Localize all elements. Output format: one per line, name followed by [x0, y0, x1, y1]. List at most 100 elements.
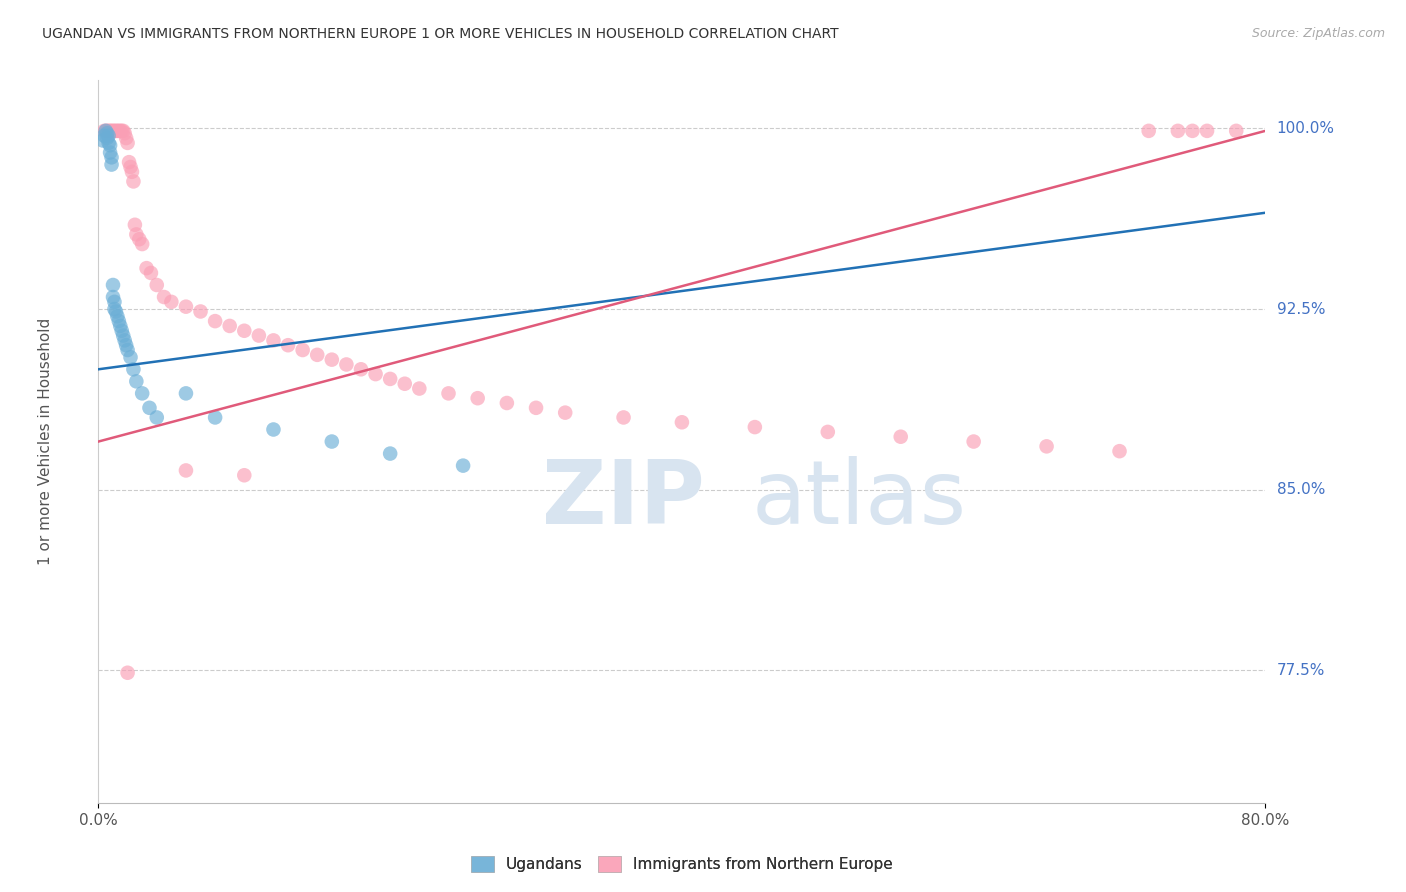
Point: [364, 367, 387, 381]
Point: [101, 277, 124, 292]
Point: [139, 266, 162, 280]
Point: [120, 160, 142, 174]
Point: [115, 131, 138, 145]
Point: [117, 665, 139, 680]
Point: [122, 174, 145, 188]
Point: [125, 375, 148, 389]
Point: [104, 304, 127, 318]
Point: [671, 415, 693, 429]
Point: [114, 334, 136, 348]
Point: [108, 314, 131, 328]
Point: [103, 302, 125, 317]
Point: [94, 124, 117, 138]
Point: [111, 124, 134, 138]
Text: 77.5%: 77.5%: [1277, 663, 1324, 678]
Point: [408, 382, 430, 396]
Point: [112, 328, 135, 343]
Point: [117, 136, 139, 150]
Point: [103, 294, 125, 309]
Point: [110, 124, 132, 138]
Point: [496, 396, 519, 410]
Point: [128, 232, 150, 246]
Point: [101, 290, 124, 304]
Point: [233, 324, 256, 338]
Point: [100, 150, 122, 164]
Point: [612, 410, 634, 425]
Point: [153, 290, 176, 304]
Point: [962, 434, 984, 449]
Point: [744, 420, 766, 434]
Point: [93, 124, 115, 138]
Point: [524, 401, 547, 415]
Point: [262, 423, 284, 437]
Point: [350, 362, 373, 376]
Point: [115, 338, 138, 352]
Point: [98, 138, 121, 153]
Point: [394, 376, 416, 391]
Point: [98, 124, 121, 138]
Point: [467, 391, 489, 405]
Point: [174, 463, 197, 477]
Point: [1035, 439, 1057, 453]
Point: [1108, 444, 1130, 458]
Point: [111, 324, 134, 338]
Point: [321, 352, 343, 367]
Point: [96, 131, 118, 145]
Point: [451, 458, 474, 473]
Point: [100, 124, 122, 138]
Point: [122, 362, 145, 376]
Point: [291, 343, 314, 357]
Point: [105, 124, 128, 138]
Point: [335, 358, 357, 372]
Point: [1181, 124, 1204, 138]
Point: [121, 165, 143, 179]
Point: [120, 350, 142, 364]
Point: [105, 310, 128, 324]
Point: [262, 334, 284, 348]
Point: [380, 372, 402, 386]
Point: [817, 425, 839, 439]
Point: [114, 126, 136, 140]
Point: [890, 430, 912, 444]
Point: [108, 124, 131, 138]
Point: [174, 386, 197, 401]
Point: [97, 128, 120, 143]
Text: ZIP: ZIP: [541, 456, 704, 543]
Point: [204, 314, 226, 328]
Point: [117, 343, 139, 357]
Point: [93, 128, 115, 143]
Point: [94, 124, 117, 138]
Point: [101, 124, 124, 138]
Point: [97, 136, 120, 150]
Point: [160, 294, 183, 309]
Point: [97, 124, 120, 138]
Text: 85.0%: 85.0%: [1277, 483, 1324, 497]
Text: 100.0%: 100.0%: [1277, 121, 1334, 136]
Point: [218, 318, 240, 333]
Text: UGANDAN VS IMMIGRANTS FROM NORTHERN EUROPE 1 OR MORE VEHICLES IN HOUSEHOLD CORRE: UGANDAN VS IMMIGRANTS FROM NORTHERN EURO…: [42, 27, 839, 41]
Point: [146, 410, 169, 425]
Legend: Ugandans, Immigrants from Northern Europe: Ugandans, Immigrants from Northern Europ…: [465, 850, 898, 879]
Point: [103, 124, 125, 138]
Point: [91, 133, 114, 147]
Point: [307, 348, 329, 362]
Point: [138, 401, 160, 415]
Text: 1 or more Vehicles in Household: 1 or more Vehicles in Household: [38, 318, 53, 566]
Point: [204, 410, 226, 425]
Point: [125, 227, 148, 242]
Point: [1225, 124, 1247, 138]
Point: [110, 318, 132, 333]
Point: [554, 406, 576, 420]
Point: [124, 218, 146, 232]
Text: 92.5%: 92.5%: [1277, 301, 1324, 317]
Point: [174, 300, 197, 314]
Point: [96, 126, 118, 140]
Point: [131, 386, 153, 401]
Point: [146, 277, 169, 292]
Point: [131, 237, 153, 252]
Point: [118, 155, 141, 169]
Point: [1137, 124, 1160, 138]
Point: [104, 124, 127, 138]
Point: [190, 304, 212, 318]
Text: Source: ZipAtlas.com: Source: ZipAtlas.com: [1251, 27, 1385, 40]
